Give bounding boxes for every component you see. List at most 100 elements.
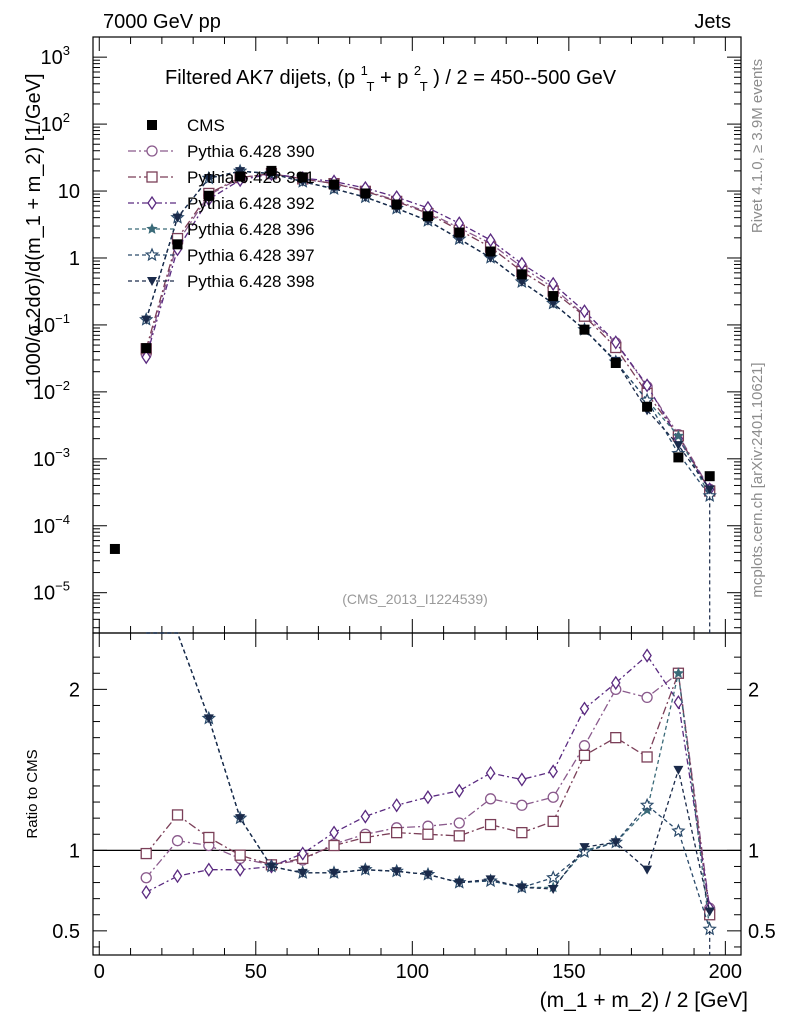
triangle-marker [360, 865, 371, 875]
ratio-series-group [140, 632, 717, 955]
cms-data-point [266, 165, 277, 176]
star-marker [641, 804, 653, 815]
diamond-marker [235, 862, 245, 877]
cms-data-point [579, 324, 590, 335]
triangle-marker [203, 174, 214, 184]
title-prefix: Filtered AK7 dijets, (p [165, 67, 355, 89]
triangle-marker [172, 213, 183, 223]
legend-label: Pythia 6.428 391 [187, 168, 315, 187]
ratio-y-tick-label: 1 [69, 840, 80, 862]
diamond-marker [172, 868, 183, 884]
diamond-marker [141, 349, 151, 365]
diamond-marker [611, 335, 621, 350]
triangle-marker [454, 878, 465, 888]
title-sub-t-2: T [420, 79, 428, 94]
legend-label: Pythia 6.428 390 [187, 142, 315, 161]
diamond-marker [485, 232, 496, 248]
y-tick-label: 10−4 [33, 512, 70, 538]
star-open-marker [671, 823, 686, 838]
y-tick-label: 103 [41, 43, 70, 69]
cms-data-point [391, 199, 402, 210]
triangle-marker [704, 907, 715, 917]
square-marker [359, 831, 371, 844]
legend-label: Pythia 6.428 397 [187, 246, 315, 265]
cms-data-point [329, 179, 340, 190]
title-sup-1: 1 [361, 63, 368, 78]
triangle-marker [516, 883, 527, 893]
triangle-marker [266, 862, 277, 872]
legend-label: Pythia 6.428 398 [187, 272, 315, 291]
cms-data-point [203, 190, 214, 201]
y-tick-exponent: −1 [55, 311, 70, 326]
ratio-y-tick-label-right: 1 [748, 840, 759, 862]
diamond-marker [579, 304, 590, 319]
cms-data-point [141, 343, 152, 354]
title-sup-2: 2 [414, 63, 421, 78]
diamond-marker [297, 846, 308, 861]
legend-data-marker [147, 120, 157, 130]
y-axis-label-ratio: Ratio to CMS [24, 749, 41, 838]
diamond-marker [517, 772, 527, 787]
ratio-y-tick-label-right: 2 [748, 679, 759, 701]
cms-data-point [485, 246, 496, 257]
y-tick-exponent: −2 [55, 378, 70, 393]
y-tick-exponent: −5 [55, 579, 70, 594]
cms-data-point [422, 211, 433, 222]
legend-label: Pythia 6.428 396 [187, 220, 315, 239]
square-marker [391, 826, 403, 839]
title-suffix: ) / 2 = 450--500 GeV [433, 67, 617, 89]
square-marker [547, 815, 559, 828]
triangle-marker [610, 838, 621, 848]
cms-data-point [673, 452, 684, 463]
triangle-marker [516, 277, 527, 287]
cms-data-point [172, 239, 183, 250]
legend-label: Pythia 6.428 392 [187, 194, 315, 213]
diamond-marker [485, 765, 496, 781]
cms-data-point [235, 171, 246, 182]
circle-marker [516, 799, 528, 811]
triangle-marker [297, 868, 308, 878]
y-tick-label: 10 [58, 181, 80, 203]
legend-label: CMS [187, 116, 225, 135]
square-marker [146, 171, 158, 183]
star-open-marker [639, 797, 655, 812]
square-marker [140, 847, 152, 860]
mcplots-label: mcplots.cern.ch [arXiv:2401.10621] [749, 362, 766, 597]
analysis-tag: (CMS_2013_I1224539) [342, 591, 488, 607]
diamond-marker [360, 809, 371, 824]
circle-marker [547, 791, 559, 803]
square-marker [171, 809, 184, 821]
triangle-marker [642, 865, 653, 875]
triangle-marker [485, 875, 496, 885]
star-open-marker [144, 247, 160, 262]
cms-data-point [610, 357, 621, 368]
triangle-marker [673, 765, 684, 775]
ratio-series-line [146, 632, 711, 930]
triangle-marker [391, 867, 402, 877]
triangle-marker [673, 441, 684, 451]
y-tick-exponent: 3 [63, 43, 70, 58]
square-marker [203, 831, 215, 844]
diamond-marker [329, 825, 339, 840]
diamond-marker [204, 862, 214, 877]
ratio-panel-frame [92, 632, 742, 956]
square-marker [422, 828, 434, 840]
square-marker [516, 826, 528, 839]
x-axis-label: (m_1 + m_2) / 2 [GeV] [540, 989, 748, 1012]
ratio-axis-ticks: 0 50 100 150 200 0.5 0.5 1 1 2 2 [52, 633, 776, 983]
diamond-marker [147, 195, 157, 211]
y-axis-label-main: 1000/σ 2dσ)/d(m_1 + m_2) [1/GeV] [23, 73, 45, 386]
title-sub-t-1: T [366, 79, 374, 94]
x-tick-label: 100 [396, 961, 429, 983]
rivet-version-label: Rivet 4.1.0, ≥ 3.9M events [749, 59, 766, 233]
circle-marker [171, 835, 184, 847]
diamond-marker [611, 675, 621, 691]
x-tick-label: 50 [245, 961, 267, 983]
diamond-marker [423, 790, 433, 805]
square-marker [641, 751, 653, 763]
star-marker [146, 223, 158, 234]
circle-marker [453, 817, 465, 829]
cms-data-point [704, 471, 715, 482]
triangle-marker [147, 277, 157, 286]
